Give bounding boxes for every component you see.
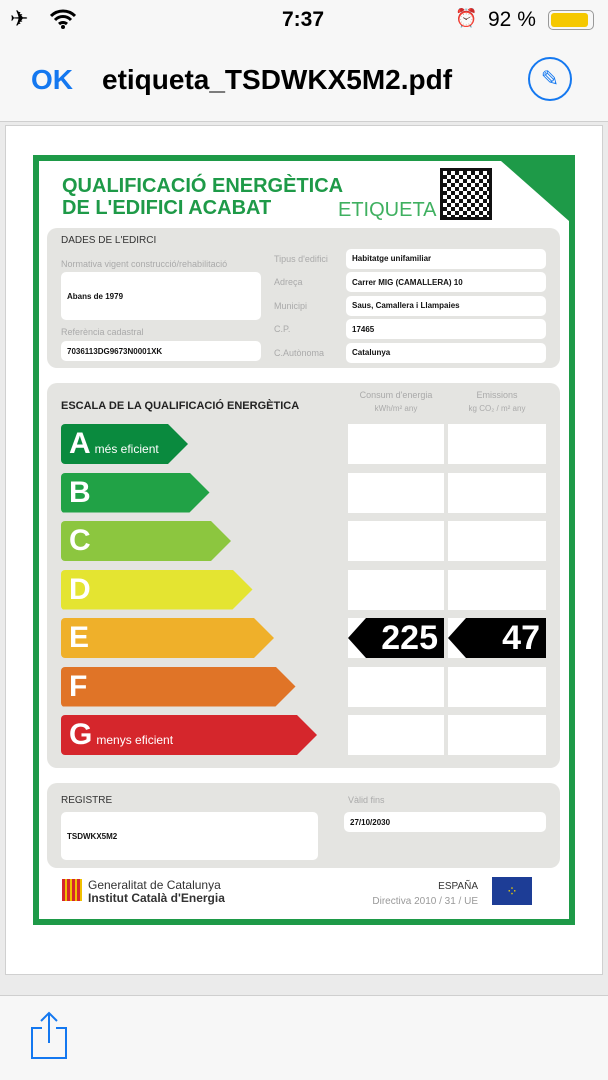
class-letter: F — [69, 669, 88, 703]
field-label: Tipus d'edifici — [274, 253, 328, 264]
status-bar: ✈ 7:37 ⏰ 92 % — [0, 0, 608, 40]
emis-cell: 47 — [448, 618, 546, 658]
pen-icon: ✎ — [540, 66, 560, 91]
field-value: Habitatge unifamiliar — [346, 248, 546, 269]
valid-label: Vàlid fins — [348, 795, 385, 805]
field-label: Municipi — [274, 300, 308, 311]
bottom-toolbar — [0, 995, 608, 1080]
consum-header: Consum d'energia — [359, 390, 433, 400]
consum-cell — [348, 666, 444, 707]
consum-cell — [348, 715, 444, 755]
emis-value-arrow: 47 — [448, 618, 546, 658]
emis-cell — [448, 666, 546, 707]
class-arrow-d: D — [61, 570, 253, 610]
consum-cell — [348, 424, 444, 464]
class-letter: E — [69, 621, 90, 654]
registre-value: TSDWKX5M2 — [61, 812, 318, 860]
field-label: Adreça — [274, 277, 303, 288]
field-label: C.P. — [274, 324, 291, 335]
wifi-icon — [50, 9, 76, 29]
field-value: Saus, Camallera i Llampaies — [346, 295, 546, 316]
normativa-value: Abans de 1979 — [61, 272, 261, 320]
label-tag: ETIQUETA — [338, 199, 437, 221]
field-value: Carrer MIG (CAMALLERA) 10 — [346, 272, 546, 293]
field-value: Catalunya — [346, 342, 546, 363]
normativa-label: Normativa vigent construcció/rehabilitac… — [61, 259, 228, 269]
valid-value: 27/10/2030 — [344, 812, 546, 832]
class-note: menys eficient — [96, 733, 174, 747]
label-subtitle: DE L'EDIFICI ACABAT — [62, 197, 272, 219]
consum-cell: 225 — [348, 618, 444, 658]
emissions-header: Emissions — [476, 390, 518, 400]
generalitat-logo — [62, 879, 82, 901]
class-arrow-e: E — [61, 618, 274, 658]
markup-pen-button[interactable]: ✎ — [528, 57, 572, 101]
nav-bar: OK etiqueta_TSDWKX5M2.pdf ✎ — [0, 40, 608, 122]
scale-title: ESCALA DE LA QUALIFICACIÓ ENERGÈTICA — [61, 400, 300, 412]
airplane-icon: ✈ — [10, 6, 29, 31]
document-title: etiqueta_TSDWKX5M2.pdf — [102, 64, 453, 95]
class-note: més eficient — [94, 442, 159, 456]
class-letter: B — [69, 475, 91, 509]
emis-cell — [448, 424, 546, 464]
directive: Directiva 2010 / 31 / UE — [372, 896, 478, 907]
emis-cell — [448, 472, 546, 513]
label-title: QUALIFICACIÓ ENERGÈTICA — [62, 175, 344, 197]
class-letter: A — [69, 427, 91, 460]
eu-flag-icon: ⁘ — [492, 877, 532, 905]
consum-cell — [348, 472, 444, 513]
consum-value-arrow: 225 — [348, 618, 444, 658]
share-icon[interactable] — [30, 1010, 68, 1060]
alarm-icon: ⏰ — [455, 8, 478, 28]
field-label: C.Autònoma — [274, 347, 325, 358]
class-letter: D — [69, 572, 91, 606]
institute-name: Institut Català d'Energia — [88, 891, 225, 905]
battery-icon — [548, 10, 594, 30]
consum-cell — [348, 521, 444, 561]
class-letter: C — [69, 524, 91, 557]
class-arrow-f: F — [61, 667, 296, 707]
consum-cell — [348, 569, 444, 610]
class-arrow-c: C — [61, 521, 231, 561]
emis-cell — [448, 521, 546, 561]
class-arrow-b: B — [61, 473, 210, 513]
ref-label: Referència cadastral — [61, 327, 144, 337]
building-section-title: DADES DE L'EDIRCI — [61, 235, 157, 246]
consum-unit: kWh/m² any — [374, 404, 418, 413]
ok-button[interactable]: OK — [31, 64, 73, 95]
battery-percent: 92 % — [488, 8, 536, 31]
class-letter: G — [69, 718, 93, 751]
ref-value: 7036113DG9673N0001XK — [61, 341, 261, 361]
emis-cell — [448, 715, 546, 755]
clock: 7:37 — [282, 8, 325, 31]
country: ESPAÑA — [438, 881, 478, 892]
qr-code — [440, 168, 492, 220]
field-value: 17465 — [346, 319, 546, 340]
emissions-unit: kg CO₂ / m² any — [468, 404, 526, 413]
registre-label: REGISTRE — [61, 795, 113, 806]
org-name: Generalitat de Catalunya — [88, 878, 221, 892]
emis-cell — [448, 569, 546, 610]
